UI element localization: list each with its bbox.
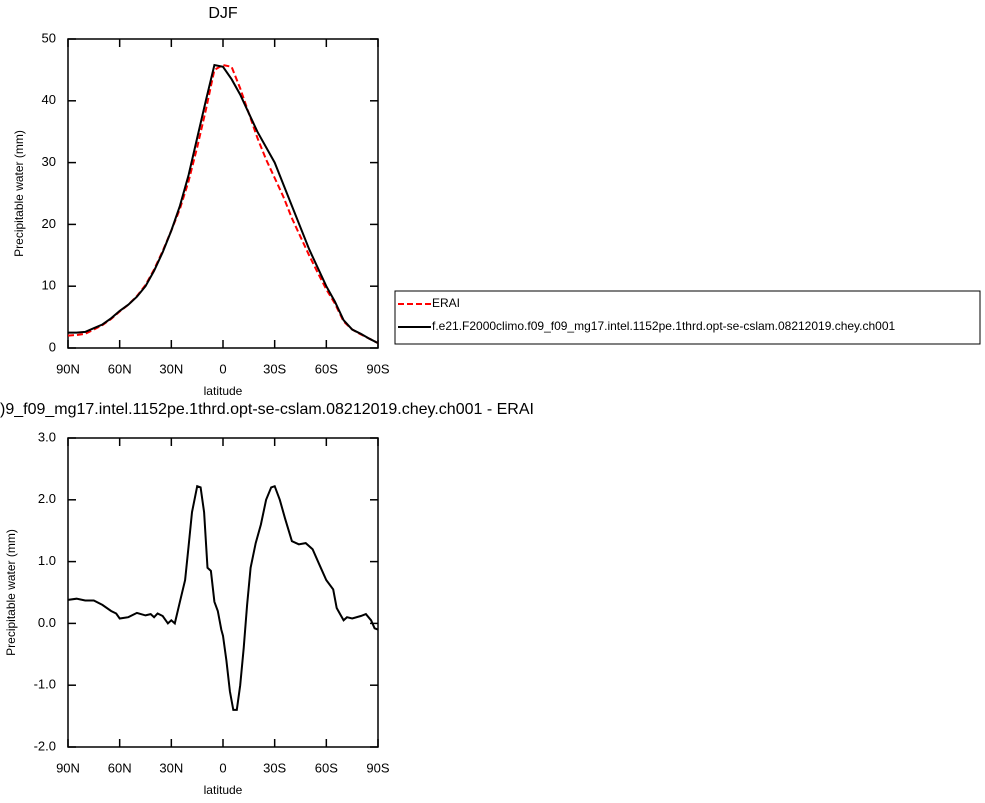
y-tick-label: 3.0 <box>38 429 56 444</box>
x-tick-label: 60N <box>108 361 132 376</box>
y-tick-label: 1.0 <box>38 553 56 568</box>
data-line <box>68 63 379 344</box>
x-tick-label: 60S <box>315 760 338 775</box>
plot-frame <box>67 437 379 748</box>
data-line <box>67 484 379 711</box>
chart-title: DJF <box>208 5 238 22</box>
y-tick-label: 2.0 <box>38 491 56 506</box>
y-tick-label: 0.0 <box>38 615 56 630</box>
y-axis-label: Precipitable water (mm) <box>12 130 26 257</box>
chart-title: )9_f09_mg17.intel.1152pe.1thrd.opt-se-cs… <box>0 401 534 418</box>
legend-label: f.e21.F2000climo.f09_f09_mg17.intel.1152… <box>432 319 896 333</box>
plot-frame <box>67 38 379 349</box>
y-axis-label: Precipitable water (mm) <box>4 529 18 656</box>
y-tick-label: 20 <box>42 216 56 231</box>
x-tick-label: 60N <box>108 760 132 775</box>
y-tick-label: 30 <box>42 154 56 169</box>
x-tick-label: 90N <box>56 361 80 376</box>
x-tick-label: 90N <box>56 760 80 775</box>
x-tick-label: 90S <box>366 760 389 775</box>
x-tick-label: 30N <box>159 760 183 775</box>
x-axis-label: latitude <box>204 783 243 797</box>
legend-label: ERAI <box>432 296 460 310</box>
x-tick-label: 30N <box>159 361 183 376</box>
y-tick-label: 0 <box>49 339 56 354</box>
y-tick-label: 50 <box>42 30 56 45</box>
x-tick-label: 0 <box>219 760 226 775</box>
x-tick-label: 0 <box>219 361 226 376</box>
x-tick-label: 30S <box>263 361 286 376</box>
legend-box <box>394 290 981 345</box>
x-tick-label: 90S <box>366 361 389 376</box>
x-tick-label: 30S <box>263 760 286 775</box>
y-tick-label: -2.0 <box>34 738 56 753</box>
y-tick-label: 10 <box>42 278 56 293</box>
x-axis-label: latitude <box>204 384 243 398</box>
x-tick-label: 60S <box>315 361 338 376</box>
y-tick-label: 40 <box>42 92 56 107</box>
data-line <box>67 63 379 344</box>
y-tick-label: -1.0 <box>34 677 56 692</box>
